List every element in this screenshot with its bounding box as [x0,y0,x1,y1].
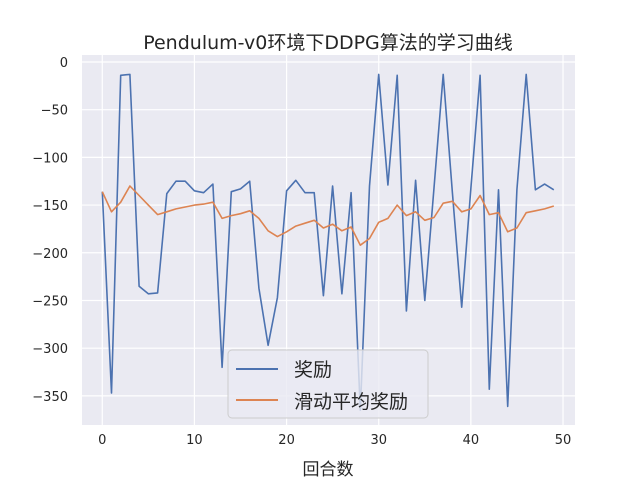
y-tick-label: −100 [32,151,68,166]
y-tick-label: −350 [32,390,68,405]
x-tick-label: 10 [186,433,203,448]
x-axis-label: 回合数 [303,460,354,480]
x-tick-label: 0 [98,433,106,448]
legend: 奖励 滑动平均奖励 [228,350,428,418]
x-tick-label: 40 [463,433,480,448]
y-tick-label: −250 [32,294,68,309]
x-tick-label: 20 [278,433,295,448]
legend-label-reward: 奖励 [294,359,332,381]
chart-title: Pendulum-v0环境下DDPG算法的学习曲线 [143,32,513,54]
y-tick-label: −150 [32,199,68,214]
x-tick-label: 50 [555,433,572,448]
legend-label-moving-average: 滑动平均奖励 [294,391,408,413]
y-tick-label: −200 [32,247,68,262]
x-tick-label: 30 [370,433,387,448]
y-tick-label: −50 [41,104,68,119]
y-tick-label: 0 [60,56,68,71]
y-tick-label: −300 [32,342,68,357]
